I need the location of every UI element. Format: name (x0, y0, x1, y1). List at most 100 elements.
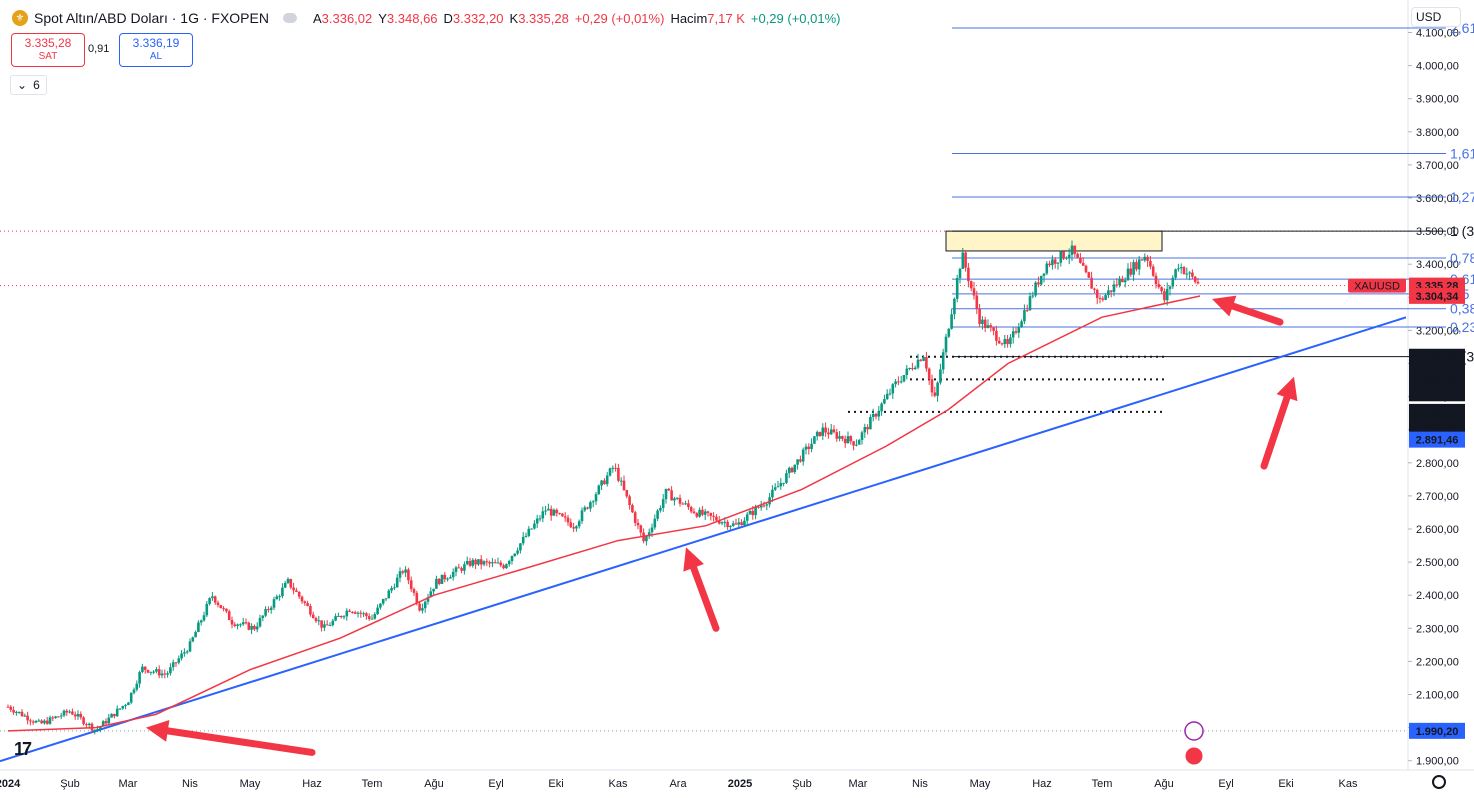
fib-level-label: 1,618 (3.734,35) (1450, 146, 1474, 162)
candle-body (85, 724, 88, 726)
x-tick-label: 2025 (728, 778, 752, 790)
y-tick-label: 2.600,00 (1416, 524, 1459, 536)
x-tick-label: Haz (302, 778, 322, 790)
market-status-icon[interactable] (282, 13, 297, 23)
candle-body (897, 381, 900, 383)
candle-body (208, 598, 211, 604)
candle-body (281, 587, 284, 597)
y-tick-label: 4.000,00 (1416, 61, 1459, 73)
candle-body (723, 521, 727, 523)
candle-body (860, 432, 864, 441)
candle-body (801, 449, 805, 462)
settings-gear-icon[interactable] (1432, 775, 1446, 789)
candle-body (48, 717, 52, 724)
candle-body (673, 498, 676, 501)
candle-body (1037, 282, 1040, 285)
candle-body (376, 607, 379, 615)
y-tick-label: 3.400,00 (1416, 259, 1459, 271)
x-tick-label: Tem (362, 778, 383, 790)
candle-body (57, 716, 60, 718)
candle-body (155, 669, 158, 672)
candle-body (751, 510, 755, 516)
indicators-toggle[interactable]: ⌄ 6 (10, 75, 47, 95)
candle-body (1025, 310, 1029, 312)
candle-body (474, 559, 477, 565)
candle-body (502, 565, 505, 569)
candle-body (899, 381, 903, 383)
x-tick-label: Şub (60, 778, 80, 790)
candle-body (969, 281, 973, 289)
candle-body (1053, 259, 1057, 264)
fib-level-label: 0,786 (3.418,77) (1450, 250, 1474, 266)
candle-body (205, 603, 209, 616)
candle-body (871, 414, 875, 418)
candle-body (479, 559, 483, 565)
annotation-arrowhead (1212, 295, 1237, 317)
candle-body (99, 726, 102, 730)
candle-body (1042, 273, 1046, 276)
candle-body (563, 516, 567, 518)
candle-body (1126, 268, 1130, 281)
candle-body (300, 596, 304, 602)
candle-body (821, 427, 825, 436)
candle-body (191, 637, 195, 642)
candle-body (754, 506, 757, 516)
candle-body (1059, 251, 1063, 263)
candle-body (927, 368, 931, 380)
currency-select[interactable]: USD (1411, 7, 1461, 27)
buy-price: 3.336,19 (132, 36, 180, 50)
candle-body (135, 683, 139, 690)
y-tick-label: 2.400,00 (1416, 590, 1459, 602)
fib-level-label: 0,382 (3.265,53) (1450, 301, 1474, 317)
candle-body (997, 340, 1001, 344)
candle-body (580, 510, 584, 522)
candle-body (1090, 277, 1093, 289)
candle-body (583, 507, 587, 511)
candle-body (1020, 321, 1023, 328)
candle-body (507, 561, 511, 565)
candle-body (149, 671, 153, 673)
candle-body (31, 721, 35, 723)
candle-body (113, 713, 116, 717)
candle-body (608, 468, 612, 476)
price-label-text: 3.304,34 (1416, 291, 1460, 303)
candle-body (684, 503, 687, 505)
symbol-title[interactable]: Spot Altın/ABD Doları · 1G · FXOPEN (34, 10, 269, 26)
candle-body (964, 252, 967, 268)
resistance-zone (945, 230, 1163, 252)
candle-body (68, 711, 71, 713)
candle-body (1129, 268, 1133, 275)
candle-body (815, 431, 819, 437)
candle-body (127, 702, 130, 706)
candle-body (197, 622, 200, 633)
spread-value: 0,91 (88, 43, 110, 55)
candle-body (594, 494, 598, 502)
x-tick-label: Ağu (424, 778, 444, 790)
candle-body (379, 603, 382, 608)
low-label: D (443, 10, 453, 26)
candle-body (362, 613, 365, 615)
y-tick-label: 2.500,00 (1416, 557, 1459, 569)
candle-body (765, 504, 769, 506)
candle-body (250, 625, 253, 630)
candle-body (513, 553, 517, 556)
candle-body (488, 562, 491, 564)
candle-body (687, 503, 690, 508)
candle-body (141, 666, 144, 673)
annotation-arrow (690, 564, 720, 632)
candle-body (6, 706, 10, 708)
buy-label: AL (149, 51, 163, 62)
candle-body (603, 480, 606, 485)
buy-button[interactable]: 3.336,19 AL (119, 33, 193, 67)
sell-button[interactable]: 3.335,28 SAT (11, 33, 85, 67)
candle-body (325, 624, 329, 626)
price-label-text: 3.120,38 (1416, 352, 1459, 364)
trendline (0, 316, 1407, 763)
candle-body (37, 720, 41, 722)
candle-body (975, 295, 979, 309)
candle-body (1067, 254, 1071, 258)
volume-label: Hacim (670, 10, 708, 26)
x-tick-label: Kas (609, 778, 628, 790)
candle-body (493, 562, 497, 564)
